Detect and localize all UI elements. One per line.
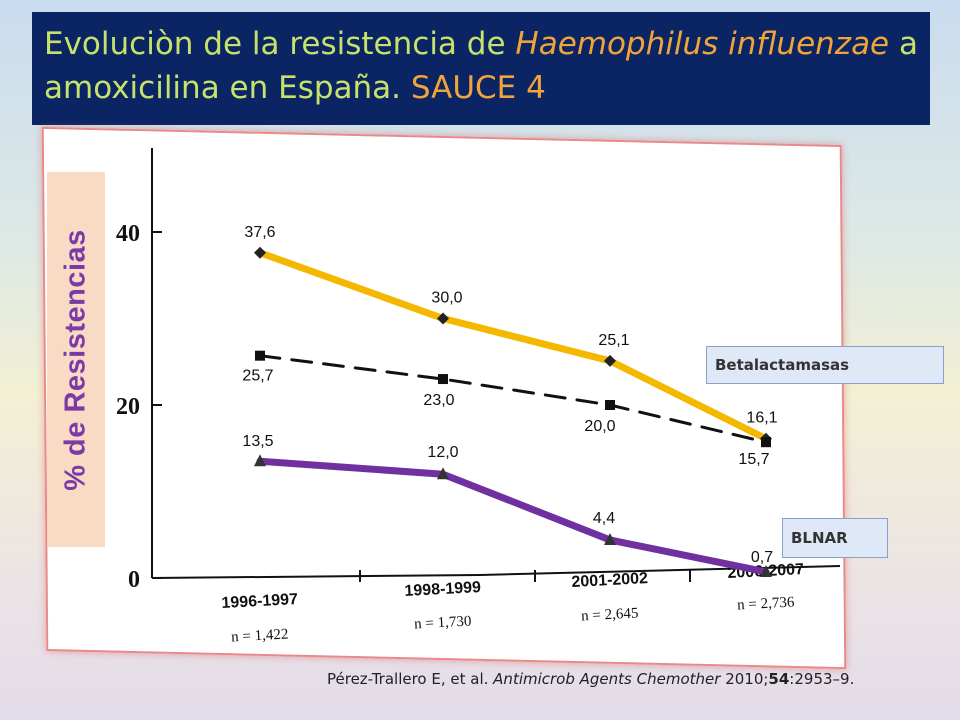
citation-volume: 54 [768,670,790,688]
title-species: Haemophilus influenzae [515,26,890,62]
citation-authors: Pérez-Trallero E, et al. [327,670,494,688]
data-label: 15,7 [738,451,769,468]
data-label: 0,7 [751,549,773,566]
x-tick-label: 1998-1999 [404,579,481,600]
title-part-1: Evoluciòn de la resistencia de [44,26,516,62]
data-point-marker [254,454,266,467]
series-line-1 [258,354,768,444]
citation: Pérez-Trallero E, et al. Antimicrob Agen… [327,670,854,688]
sample-size-label: n = 1,422 [231,627,289,646]
citation-year: 2010; [720,670,769,688]
y-axis-label: % de Resistencias [59,229,92,491]
y-axis-label-box [47,172,105,547]
data-point-marker [761,437,771,448]
data-point-marker [438,374,448,385]
data-point-marker [760,564,772,577]
sample-size-label: n = 1,730 [414,614,472,633]
data-label: 23,0 [423,392,454,409]
data-point-marker [437,467,449,480]
data-label: 12,0 [427,444,458,461]
data-point-marker [604,354,616,367]
data-label: 25,1 [598,332,629,349]
series-line-0 [256,249,770,443]
sample-size-label: n = 2,645 [581,606,639,625]
data-label: 20,0 [584,418,615,435]
citation-pages: :2953–9. [789,670,855,688]
y-tick-label: 40 [116,221,140,247]
data-point-marker [605,400,615,410]
data-label: 25,7 [242,368,273,385]
data-label: 30,0 [431,290,462,307]
data-label: 37,6 [244,224,275,241]
x-axis [151,565,841,579]
data-label: 4,4 [593,510,615,527]
sample-size-label: n = 2,736 [737,594,795,613]
y-tick-label: 20 [116,394,140,420]
y-tick-label: 0 [128,567,140,593]
x-tick-label: 1996-1997 [221,591,298,612]
data-label: 16,1 [746,410,777,427]
title-part-2: a amoxicilina en España. [44,26,918,106]
data-point-marker [604,532,616,545]
data-point-marker [437,312,449,325]
title-study: SAUCE 4 [410,70,546,106]
data-point-marker [254,246,266,259]
legend-blnar: BLNAR [782,518,888,558]
citation-journal: Antimicrob Agents Chemother [493,670,721,688]
x-tick-label: 2001-2002 [571,570,648,591]
data-label: 13,5 [242,433,273,450]
series-line-2 [256,457,770,576]
legend-betalactamasas: Betalactamasas [706,346,944,384]
data-point-marker [255,350,265,361]
slide-title: Evoluciòn de la resistencia de Haemophil… [32,12,930,125]
